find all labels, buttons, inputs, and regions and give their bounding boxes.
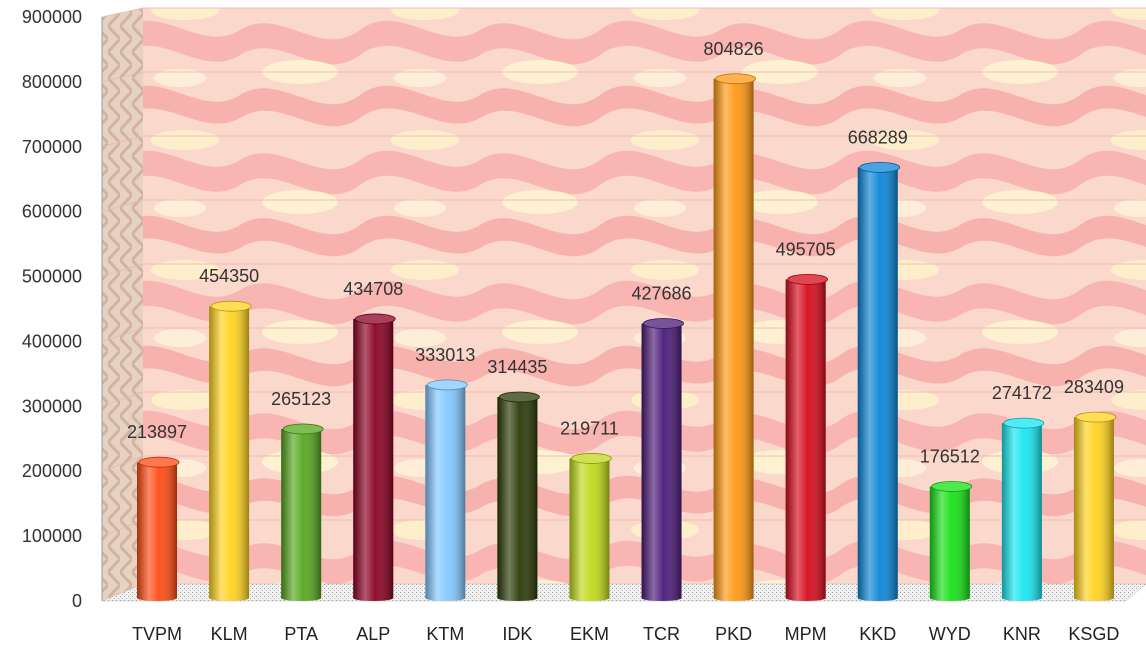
bar-pkd xyxy=(713,73,756,602)
x-tick-label: TVPM xyxy=(132,624,182,644)
bar-tvpm xyxy=(137,456,180,601)
gridline xyxy=(101,263,1146,278)
plot-side-wall xyxy=(102,8,143,601)
data-label: 804826 xyxy=(704,39,764,59)
data-label: 283409 xyxy=(1064,377,1124,397)
bar-cap xyxy=(498,391,540,403)
gridline xyxy=(101,199,1146,213)
gridline xyxy=(101,135,1146,148)
x-tick-label: MPM xyxy=(785,624,827,644)
data-label: 219711 xyxy=(560,418,619,438)
y-tick-label: 800000 xyxy=(22,72,82,92)
data-label: 274172 xyxy=(992,383,1052,403)
bar-knr xyxy=(1001,417,1045,601)
y-tick-label: 700000 xyxy=(22,137,82,157)
data-label: 668289 xyxy=(848,127,908,147)
bar-cap xyxy=(210,300,252,312)
y-tick-label: 300000 xyxy=(22,396,82,416)
bar-wyd xyxy=(929,481,973,601)
bar-cap xyxy=(1003,417,1045,429)
bar-klm xyxy=(209,300,252,601)
data-label: 495705 xyxy=(776,239,836,259)
bar-tcr xyxy=(641,318,684,601)
bar-shading xyxy=(713,78,754,602)
bar-cap xyxy=(571,453,612,464)
bar-kkd xyxy=(857,161,901,602)
x-tick-label: IDK xyxy=(502,624,532,644)
x-tick-label: PTA xyxy=(284,624,318,644)
plot-floor xyxy=(101,583,1146,602)
gridline xyxy=(101,7,1146,18)
bar-shading xyxy=(137,462,178,601)
x-tick-label: KTM xyxy=(426,624,464,644)
x-tick-label: TCR xyxy=(643,624,680,644)
data-label: 333013 xyxy=(415,345,475,365)
bar-ktm xyxy=(425,379,468,601)
x-tick-label: KKD xyxy=(859,624,896,644)
gridline xyxy=(101,71,1146,83)
bar-cap xyxy=(282,423,324,435)
bar-cap xyxy=(931,481,973,492)
bar-shading xyxy=(929,486,970,601)
y-tick-label: 500000 xyxy=(22,267,82,287)
x-tick-label: KSGD xyxy=(1068,624,1119,644)
bar-ekm xyxy=(569,453,612,601)
bar-shading xyxy=(497,396,538,601)
data-label: 434708 xyxy=(343,279,403,299)
x-axis-ticks: TVPM KLM PTA ALP KTM IDK EKM TCR PKD MPM KKD WYD KNR… xyxy=(132,624,1119,644)
data-label: 213897 xyxy=(127,422,187,442)
bar-idk xyxy=(497,391,540,601)
y-tick-label: 100000 xyxy=(22,526,82,546)
data-label: 265123 xyxy=(271,389,331,409)
bar-shading xyxy=(641,323,682,601)
data-label: 314435 xyxy=(487,357,547,377)
x-tick-label: WYD xyxy=(929,624,971,644)
y-tick-label: 900000 xyxy=(22,7,82,27)
bar-shading xyxy=(281,428,322,601)
bar-mpm xyxy=(785,273,829,601)
bar-shading xyxy=(857,167,898,602)
bar-shading xyxy=(1001,423,1042,601)
y-tick-label: 600000 xyxy=(22,202,82,222)
y-tick-label: 400000 xyxy=(22,331,82,351)
data-label: 176512 xyxy=(920,446,980,466)
bar-shading xyxy=(209,306,250,601)
bar-cap xyxy=(138,456,180,468)
bar-ksgd xyxy=(1073,411,1117,601)
bar-shading xyxy=(425,384,466,601)
y-tick-label: 0 xyxy=(72,591,82,611)
bars xyxy=(137,73,1117,602)
y-axis-ticks: 0 100000 200000 300000 400000 500000 600000 700… xyxy=(22,7,82,611)
bar-pta xyxy=(281,423,324,601)
bar-shading xyxy=(785,279,826,601)
x-tick-label: ALP xyxy=(356,624,390,644)
bar-cap xyxy=(426,379,468,391)
data-label: 454350 xyxy=(199,266,259,286)
bar-shading xyxy=(569,458,610,601)
x-tick-label: KLM xyxy=(211,624,248,644)
x-tick-label: EKM xyxy=(570,624,609,644)
x-tick-label: PKD xyxy=(715,624,752,644)
bar-cap xyxy=(787,273,829,285)
y-tick-label: 200000 xyxy=(22,461,82,481)
bar-cap xyxy=(643,318,684,329)
bar-cap xyxy=(859,161,901,173)
bar-cap xyxy=(715,73,756,85)
data-labels: 213897 454350 265123 434708 333013 314435 2197… xyxy=(127,39,1124,467)
x-tick-label: KNR xyxy=(1003,624,1041,644)
bar-shading xyxy=(353,318,394,601)
bar-cap xyxy=(1075,411,1117,423)
bar-alp xyxy=(353,313,396,601)
bar-cap xyxy=(354,313,396,325)
data-label: 427686 xyxy=(631,283,691,303)
bar-shading xyxy=(1073,417,1114,601)
